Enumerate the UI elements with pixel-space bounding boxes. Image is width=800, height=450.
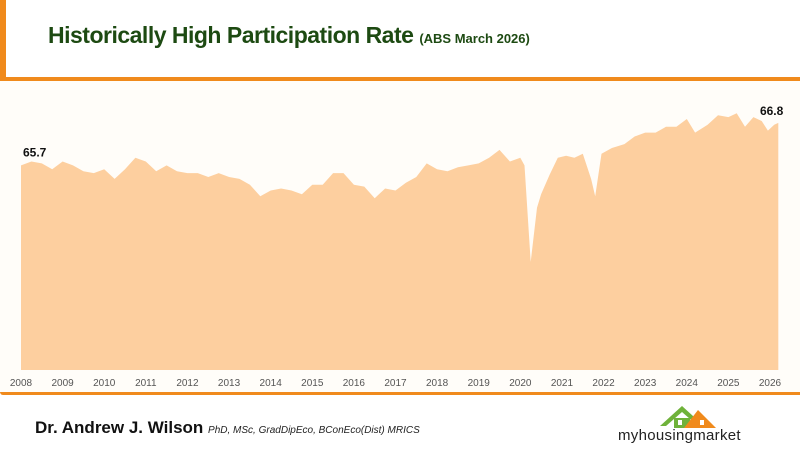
- x-tick-label: 2011: [135, 378, 157, 389]
- x-tick-label: 2025: [717, 378, 740, 389]
- x-tick-label: 2017: [384, 378, 407, 389]
- x-tick-label: 2013: [218, 378, 241, 389]
- participation-rate-chart: 65.7 66.8 2008 2009 2010 2011 2012 2013 2014 201…: [10, 104, 784, 389]
- house-roof-icon: [660, 406, 716, 428]
- logo-text: myhousingmarket: [618, 427, 741, 444]
- x-tick-label: 2019: [468, 378, 491, 389]
- divider-bottom: [0, 392, 800, 395]
- chart-subtitle: (ABS March 2026): [419, 31, 530, 46]
- divider-top: [0, 77, 800, 81]
- area-layer: [21, 113, 779, 371]
- participation-rate-area: [21, 113, 779, 371]
- x-tick-label: 2012: [176, 378, 199, 389]
- x-tick-label: 2016: [343, 378, 366, 389]
- author-name: Dr. Andrew J. Wilson: [35, 418, 204, 437]
- myhousingmarket-logo: myhousingmarket: [618, 400, 768, 444]
- author-credentials: PhD, MSc, GradDipEco, BConEco(Dist) MRIC…: [208, 425, 420, 436]
- author-signature: Dr. Andrew J. Wilson PhD, MSc, GradDipEc…: [35, 418, 420, 438]
- x-tick-label: 2026: [759, 378, 782, 389]
- x-tick-label: 2021: [551, 378, 574, 389]
- x-tick-label: 2024: [676, 378, 699, 389]
- page-title: Historically High Participation Rate (AB…: [48, 22, 530, 49]
- x-tick-label: 2009: [51, 378, 74, 389]
- x-tick-label: 2022: [592, 378, 615, 389]
- x-tick-label: 2023: [634, 378, 657, 389]
- accent-bar-left: [0, 0, 6, 80]
- x-tick-label: 2018: [426, 378, 449, 389]
- annotation-layer: 65.7 66.8: [23, 104, 784, 159]
- x-axis-ticks: 2008 2009 2010 2011 2012 2013 2014 2015 2016 2017…: [10, 378, 782, 389]
- chart-title: Historically High Participation Rate: [48, 22, 414, 48]
- x-tick-label: 2015: [301, 378, 324, 389]
- x-tick-label: 2010: [93, 378, 116, 389]
- data-label: 65.7: [23, 145, 47, 159]
- x-tick-label: 2008: [10, 378, 33, 389]
- data-label: 66.8: [760, 104, 784, 118]
- x-tick-label: 2020: [509, 378, 532, 389]
- x-tick-label: 2014: [260, 378, 283, 389]
